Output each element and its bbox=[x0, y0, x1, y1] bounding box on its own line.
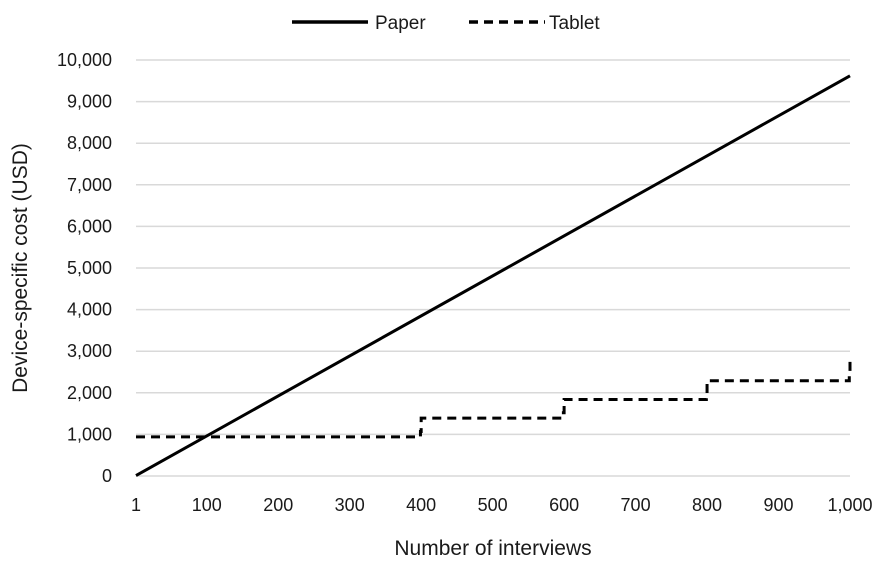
legend-label-paper: Paper bbox=[375, 13, 426, 34]
y-tick-label: 7,000 bbox=[67, 175, 112, 195]
y-tick-label: 3,000 bbox=[67, 341, 112, 361]
x-tick-label: 600 bbox=[549, 495, 579, 515]
x-tick-label: 100 bbox=[192, 495, 222, 515]
x-axis-title: Number of interviews bbox=[394, 537, 591, 560]
series-line-tablet bbox=[136, 361, 852, 439]
y-tick-label: 6,000 bbox=[67, 216, 112, 236]
y-axis-title: Device-specific cost (USD) bbox=[9, 143, 32, 393]
x-tick-label: 700 bbox=[621, 495, 651, 515]
plot-series bbox=[135, 74, 852, 477]
legend: Paper Tablet bbox=[292, 13, 600, 34]
y-tick-label: 1,000 bbox=[67, 424, 112, 444]
x-tick-label: 900 bbox=[764, 495, 794, 515]
y-tick-label: 2,000 bbox=[67, 383, 112, 403]
legend-label-tablet: Tablet bbox=[549, 13, 600, 34]
x-tick-label: 400 bbox=[406, 495, 436, 515]
y-tick-label: 9,000 bbox=[67, 92, 112, 112]
y-tick-label: 4,000 bbox=[67, 300, 112, 320]
x-tick-label: 200 bbox=[263, 495, 293, 515]
x-tick-label: 1,000 bbox=[827, 495, 872, 515]
y-tick-label: 10,000 bbox=[57, 50, 112, 70]
y-tick-label: 5,000 bbox=[67, 258, 112, 278]
x-tick-label: 500 bbox=[478, 495, 508, 515]
x-axis-ticks: 1 100 200 300 400 500 600 700 800 900 1,000 bbox=[131, 495, 873, 515]
gridlines bbox=[136, 59, 850, 477]
y-axis-ticks: 0 1,000 2,000 3,000 4,000 5,000 6,000 7,000 8,00… bbox=[57, 50, 112, 486]
y-tick-label: 8,000 bbox=[67, 133, 112, 153]
y-tick-label: 0 bbox=[102, 466, 112, 486]
x-tick-label: 300 bbox=[335, 495, 365, 515]
x-tick-label: 800 bbox=[692, 495, 722, 515]
series-line-paper bbox=[135, 74, 851, 477]
x-tick-label: 1 bbox=[131, 495, 141, 515]
